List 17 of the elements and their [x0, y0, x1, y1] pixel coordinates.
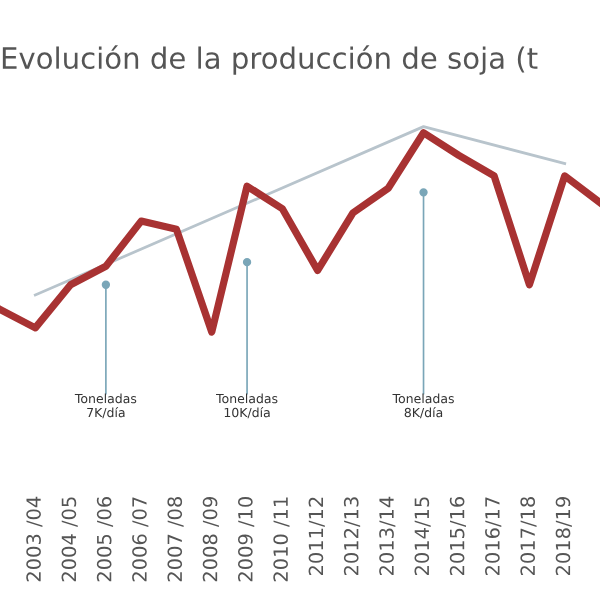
chart-title: Evolución de la producción de soja (t	[2, 45, 538, 75]
x-tick-label: 2009 /10	[237, 497, 255, 582]
x-tick-label: 2012/13	[343, 497, 361, 576]
x-tick-label: 2005 /06	[96, 496, 114, 582]
x-tick-label: 2007 /08	[167, 497, 184, 582]
x-tick-label: 2010 /11	[273, 497, 290, 582]
x-tick-label: 2017/18	[520, 497, 537, 576]
x-tick-label: 2008 /09	[202, 497, 219, 582]
x-tick-label: 2003 /04	[26, 496, 43, 582]
x-tick-label: 2016/17	[485, 497, 502, 576]
x-tick-label: 2015/16	[449, 496, 466, 576]
x-tick-label: 2006 /07	[132, 497, 149, 582]
x-tick-label: 2013/14	[379, 496, 396, 576]
x-tick-label: 2014/15	[414, 497, 431, 576]
x-tick-label: 2004 /05	[61, 497, 78, 582]
x-tick-label: 2018/19	[555, 497, 572, 576]
x-tick-label: 2011/12	[308, 497, 325, 576]
